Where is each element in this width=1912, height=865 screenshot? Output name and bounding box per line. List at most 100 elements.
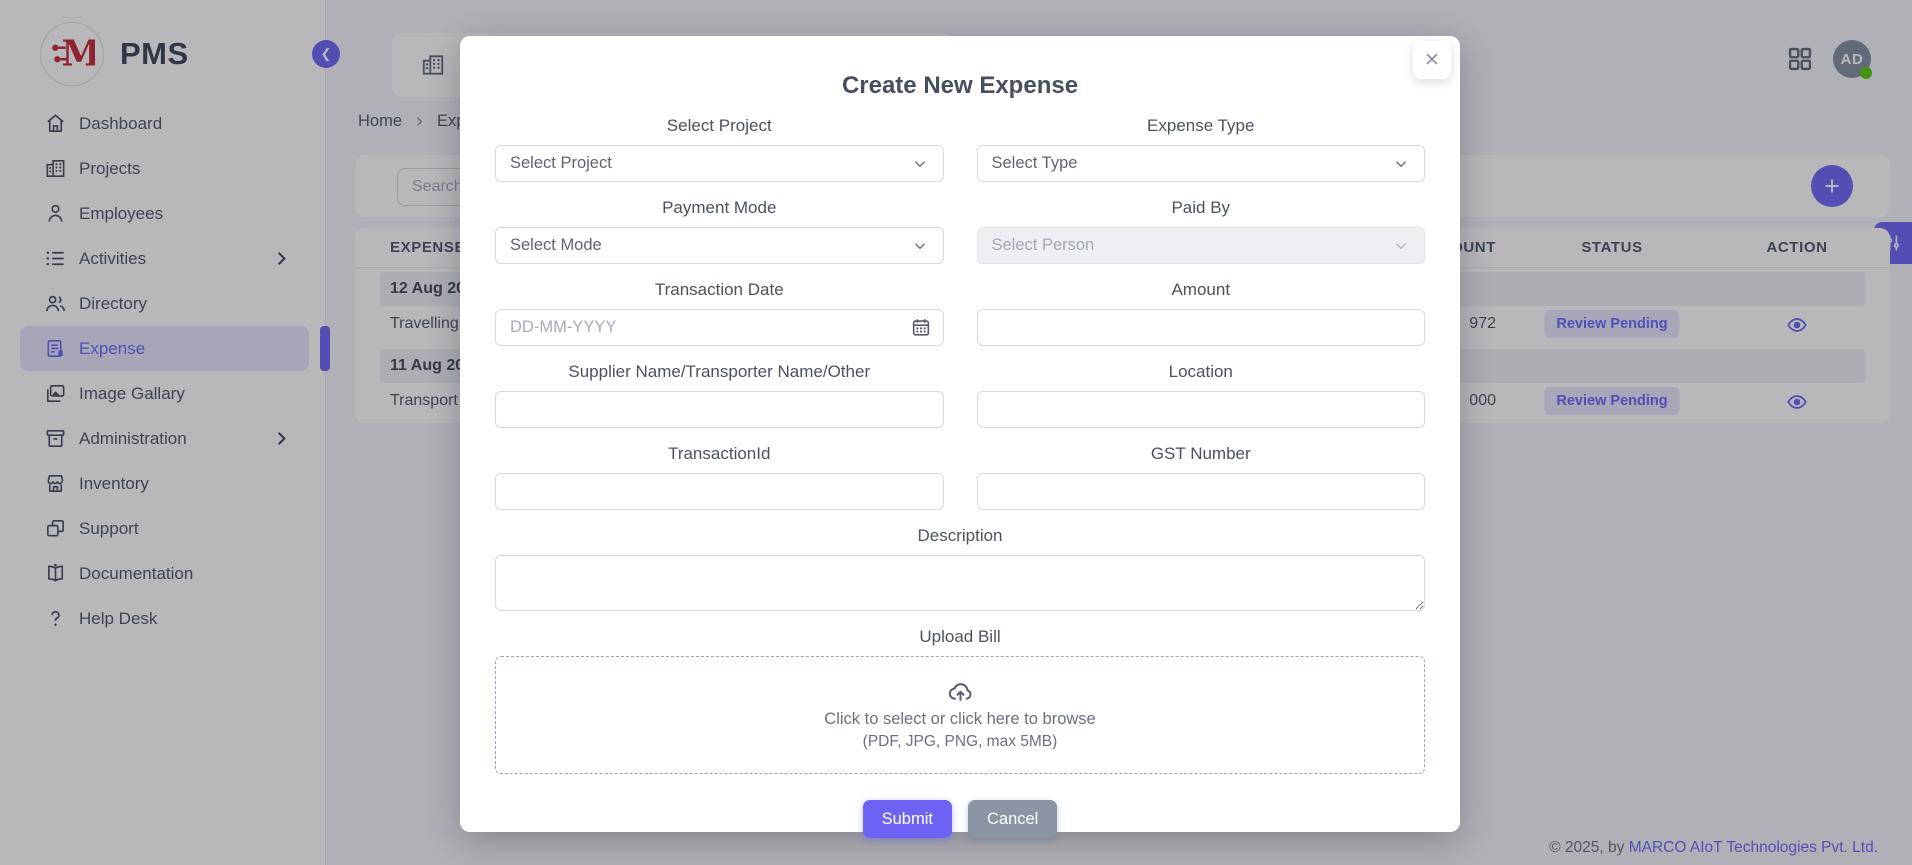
field-label: Description bbox=[917, 526, 1003, 545]
field-label: GST Number bbox=[1150, 444, 1251, 463]
field-label: Upload Bill bbox=[919, 627, 1001, 646]
sidebar-item-help-desk[interactable]: Help Desk bbox=[0, 596, 325, 641]
cloud-upload-icon bbox=[948, 683, 971, 701]
expense-type-dropdown[interactable]: Select Type bbox=[976, 145, 1425, 182]
home-icon bbox=[47, 114, 64, 132]
add-expense-button[interactable]: + bbox=[1811, 165, 1853, 207]
book-icon bbox=[47, 563, 64, 582]
receipt-icon bbox=[47, 340, 63, 357]
cell-amount: 000 bbox=[1469, 392, 1496, 409]
field-expense-type: Expense Type Select Type bbox=[976, 100, 1425, 182]
payment-mode-dropdown[interactable]: Select Mode bbox=[495, 227, 944, 264]
sidebar-item-label: Documentation bbox=[79, 563, 194, 583]
sidebar-item-documentation[interactable]: Documentation bbox=[0, 551, 325, 596]
field-label: Location bbox=[1168, 362, 1233, 381]
cell-amount: 972 bbox=[1469, 315, 1496, 332]
chevron-right-icon bbox=[277, 252, 286, 265]
sidebar-collapse-button[interactable]: ❮ bbox=[312, 40, 340, 68]
avatar-initials: AD bbox=[1840, 50, 1864, 68]
breadcrumb-home[interactable]: Home bbox=[358, 112, 403, 130]
submit-button[interactable]: Submit bbox=[862, 800, 952, 838]
copy-icon bbox=[47, 520, 64, 537]
brand-logo-icon: M bbox=[40, 22, 104, 86]
paid-by-dropdown: Select Person bbox=[976, 227, 1425, 264]
field-label: Payment Mode bbox=[662, 198, 777, 217]
field-label: Amount bbox=[1171, 280, 1231, 299]
list-icon bbox=[46, 251, 64, 266]
chevron-down-icon bbox=[1395, 242, 1407, 249]
field-paid-by: Paid By Select Person bbox=[976, 182, 1425, 264]
field-label: Supplier Name/Transporter Name/Other bbox=[568, 362, 871, 381]
transaction-date-input[interactable] bbox=[495, 309, 944, 346]
building-icon bbox=[422, 55, 444, 75]
app-logo: M PMS bbox=[40, 22, 189, 86]
field-gst: GST Number bbox=[976, 428, 1425, 510]
sidebar-item-directory[interactable]: Directory bbox=[0, 281, 325, 326]
field-location: Location bbox=[976, 346, 1425, 428]
sidebar-item-inventory[interactable]: Inventory bbox=[0, 461, 325, 506]
field-label: Transaction Date bbox=[654, 280, 784, 299]
selected-value: Select Mode bbox=[510, 236, 602, 254]
sidebar-item-activities[interactable]: Activities bbox=[0, 236, 325, 281]
building-icon bbox=[46, 160, 65, 177]
upload-dropzone[interactable]: Click to select or click here to browse … bbox=[495, 656, 1425, 774]
sidebar: M PMS Dashboard Projects Employees bbox=[0, 0, 330, 865]
sidebar-item-support[interactable]: Support bbox=[0, 506, 325, 551]
gst-number-input[interactable] bbox=[976, 473, 1425, 510]
close-icon[interactable]: ✕ bbox=[1413, 41, 1451, 79]
sidebar-item-label: Image Gallary bbox=[79, 383, 185, 403]
footer-copyright: © 2025, by MARCO AIoT Technologies Pvt. … bbox=[1549, 839, 1878, 857]
amount-input[interactable] bbox=[976, 309, 1425, 346]
field-transaction-id: TransactionId bbox=[495, 428, 944, 510]
copyright-text: © 2025, by bbox=[1549, 839, 1625, 856]
field-label: TransactionId bbox=[668, 444, 771, 463]
chevron-down-icon bbox=[914, 242, 925, 249]
storefront-icon bbox=[47, 475, 64, 492]
person-icon bbox=[48, 204, 63, 222]
sidebar-item-label: Projects bbox=[79, 158, 141, 178]
modal-actions: Submit Cancel bbox=[495, 800, 1425, 838]
create-expense-modal: ✕ Create New Expense Select Project Sele… bbox=[460, 36, 1460, 838]
view-eye-icon[interactable] bbox=[1785, 314, 1809, 336]
sidebar-item-image-gallery[interactable]: Image Gallary bbox=[0, 371, 325, 416]
status-badge: Review Pending bbox=[1544, 310, 1680, 338]
apps-grid-icon[interactable] bbox=[1786, 45, 1814, 73]
field-supplier: Supplier Name/Transporter Name/Other bbox=[495, 346, 944, 428]
sidebar-item-label: Inventory bbox=[79, 473, 149, 493]
sidebar-item-label: Support bbox=[79, 518, 139, 538]
chevron-down-icon bbox=[1395, 160, 1407, 167]
expense-form: Select Project Select Project Expense Ty… bbox=[495, 100, 1425, 774]
select-project-dropdown[interactable]: Select Project bbox=[495, 145, 944, 182]
sidebar-item-expense[interactable]: Expense bbox=[20, 326, 330, 371]
table-row: Transport 000 Review Pending bbox=[355, 383, 1890, 421]
people-icon bbox=[46, 295, 65, 312]
group-date: 11 Aug 2025 bbox=[390, 357, 482, 374]
transaction-id-input[interactable] bbox=[495, 473, 944, 510]
view-eye-icon[interactable] bbox=[1785, 391, 1809, 413]
question-icon bbox=[51, 611, 60, 626]
supplier-name-input[interactable] bbox=[495, 391, 944, 428]
chevron-right-icon bbox=[417, 117, 423, 126]
field-label: Paid By bbox=[1171, 198, 1231, 217]
description-textarea[interactable] bbox=[495, 555, 1425, 611]
sidebar-item-administration[interactable]: Administration bbox=[0, 416, 325, 461]
sidebar-item-dashboard[interactable]: Dashboard bbox=[0, 101, 325, 146]
sidebar-item-projects[interactable]: Projects bbox=[0, 146, 325, 191]
svg-text:M: M bbox=[62, 34, 95, 75]
cancel-button[interactable]: Cancel bbox=[967, 800, 1058, 838]
group-date: 12 Aug 2025 bbox=[390, 280, 483, 297]
selected-value: Select Person bbox=[991, 236, 1095, 254]
sidebar-item-employees[interactable]: Employees bbox=[0, 191, 325, 236]
avatar[interactable]: AD bbox=[1833, 40, 1872, 79]
location-input[interactable] bbox=[976, 391, 1425, 428]
upload-instruction: Click to select or click here to browse bbox=[824, 710, 1096, 728]
sidebar-item-label: Help Desk bbox=[79, 608, 158, 628]
sidebar-item-label: Dashboard bbox=[79, 113, 163, 133]
app-title: PMS bbox=[120, 36, 189, 71]
field-transaction-date: Transaction Date bbox=[495, 264, 944, 346]
company-link[interactable]: MARCO AIoT Technologies Pvt. Ltd. bbox=[1628, 839, 1878, 856]
upload-filetypes: (PDF, JPG, PNG, max 5MB) bbox=[862, 733, 1058, 750]
online-status-dot bbox=[1860, 67, 1872, 79]
table-row: Travelling 972 Review Pending bbox=[355, 306, 1890, 344]
